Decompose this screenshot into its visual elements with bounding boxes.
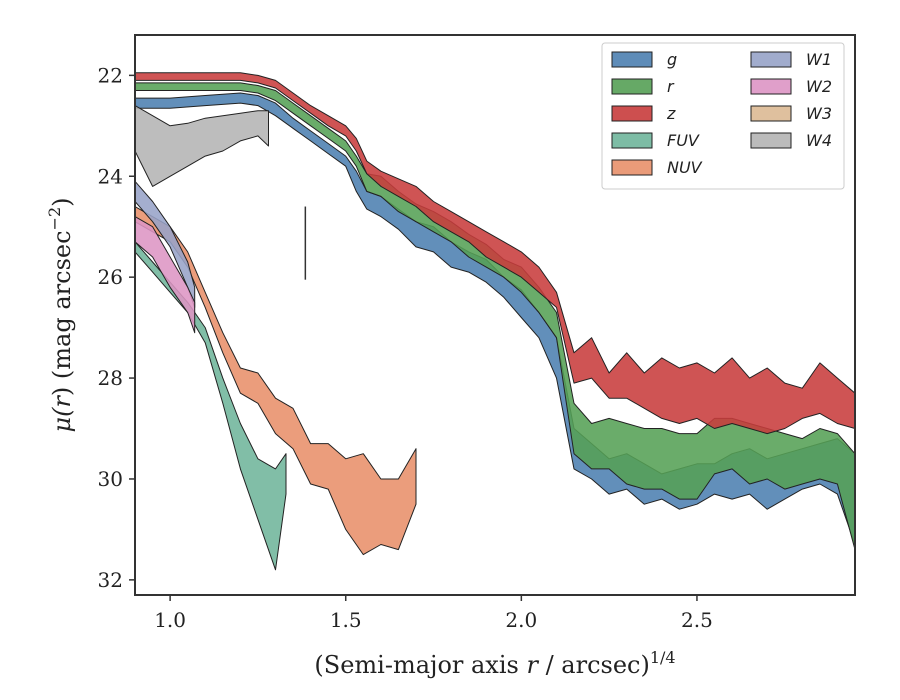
band-layer xyxy=(135,72,855,571)
legend-label-z: z xyxy=(666,104,676,123)
y-axis: 22 24 26 28 30 32 xyxy=(98,63,135,592)
legend-label-w2: W2 xyxy=(806,77,832,96)
x-tick-label: 2.5 xyxy=(681,608,713,632)
legend-swatch-z xyxy=(611,105,653,122)
series-band-w2 xyxy=(135,216,196,334)
legend-swatch-w1 xyxy=(750,51,792,68)
legend-swatch-r xyxy=(611,78,653,95)
legend-label-w3: W3 xyxy=(806,104,832,123)
legend-swatch-w4 xyxy=(750,132,792,149)
legend-swatch-g xyxy=(611,51,653,68)
x-tick-label: 2.0 xyxy=(505,608,537,632)
y-tick-label: 24 xyxy=(98,164,123,188)
legend: grz FUV NUV W1 W2 W3 W4 xyxy=(601,42,845,190)
legend-label-r: r xyxy=(667,77,675,96)
x-axis: 1.0 1.5 2.0 2.5 xyxy=(154,595,713,632)
legend-swatch-w2 xyxy=(750,78,792,95)
legend-swatch-fuv xyxy=(611,132,653,149)
x-tick-label: 1.0 xyxy=(154,608,186,632)
y-tick-label: 28 xyxy=(98,366,123,390)
legend-label-fuv: FUV xyxy=(667,131,700,150)
series-band-nuv xyxy=(135,206,417,556)
legend-label-nuv: NUV xyxy=(667,158,703,177)
y-axis-label: μ(r) (mag arcsec−2) xyxy=(45,197,76,432)
legend-items: grz FUV NUV W1 W2 W3 W4 xyxy=(611,50,832,177)
plot-frame xyxy=(134,34,856,596)
y-tick-label: 22 xyxy=(98,63,123,87)
legend-swatch-nuv xyxy=(611,159,653,176)
y-tick-label: 30 xyxy=(98,467,123,491)
x-axis-label: (Semi-major axis r / arcsec)1/4 xyxy=(314,648,675,679)
legend-swatch-w3 xyxy=(750,105,792,122)
legend-label-w4: W4 xyxy=(806,131,832,150)
y-tick-label: 26 xyxy=(98,265,123,289)
series-band-z xyxy=(135,72,855,435)
legend-label-w1: W1 xyxy=(806,50,832,69)
legend-label-g: g xyxy=(667,50,677,69)
series-band-w4 xyxy=(135,105,269,187)
x-tick-label: 1.5 xyxy=(330,608,362,632)
y-tick-label: 32 xyxy=(98,568,123,592)
